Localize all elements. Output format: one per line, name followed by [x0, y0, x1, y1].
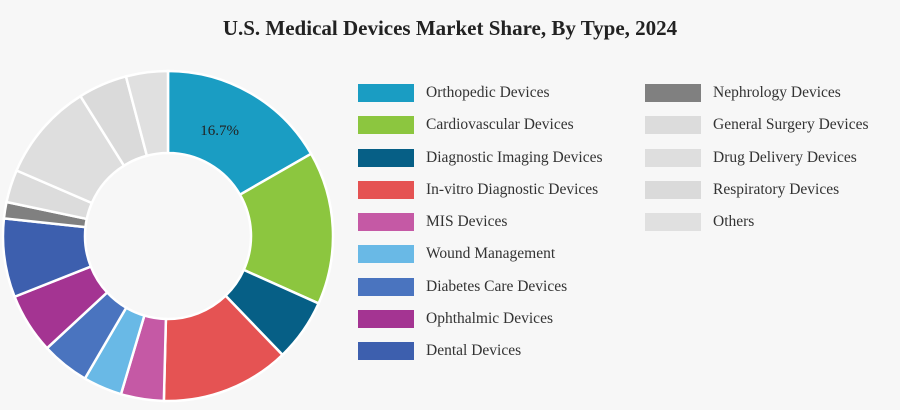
- legend-column-2: Nephrology Devices General Surgery Device…: [645, 82, 869, 243]
- legend-label: In-vitro Diagnostic Devices: [426, 180, 599, 198]
- legend-label: Wound Management: [426, 245, 556, 263]
- legend-swatch: [358, 116, 414, 135]
- legend-label: General Surgery Devices: [713, 116, 869, 134]
- legend-label: Cardiovascular Devices: [426, 116, 574, 134]
- legend-column-1: Orthopedic Devices Cardiovascular Devices…: [358, 82, 602, 373]
- chart-title: U.S. Medical Devices Market Share, By Ty…: [222, 16, 678, 40]
- legend-swatch: [645, 84, 701, 102]
- legend-item-diagnostic-imaging-devices: Diagnostic Imaging Devices: [358, 147, 602, 169]
- legend-item-others: Others: [645, 211, 869, 233]
- legend-item-diabetes-care-devices: Diabetes Care Devices: [358, 276, 602, 298]
- legend-swatch: [358, 180, 414, 199]
- legend-swatch: [358, 245, 414, 264]
- legend-label: Dental Devices: [426, 342, 522, 360]
- legend-swatch: [358, 277, 414, 296]
- legend-item-respiratory-devices: Respiratory Devices: [645, 179, 869, 201]
- legend-item-dental-devices: Dental Devices: [358, 340, 602, 362]
- legend-swatch: [358, 310, 414, 329]
- donut-chart: 16.7%: [1, 69, 335, 403]
- legend-label: Orthopedic Devices: [426, 84, 550, 101]
- legend-item-orthopedic-devices: Orthopedic Devices: [358, 82, 602, 104]
- legend-swatch: [645, 116, 701, 135]
- legend-label: MIS Devices: [426, 213, 508, 231]
- legend-label: Others: [713, 213, 755, 231]
- legend-label: Diagnostic Imaging Devices: [426, 148, 603, 166]
- legend-item-in-vitro-diagnostic-devices: In-vitro Diagnostic Devices: [358, 179, 602, 201]
- legend-item-mis-devices: MIS Devices: [358, 211, 602, 233]
- legend-item-wound-management: Wound Management: [358, 243, 602, 265]
- slice-orthopedic-devices: [166, 69, 313, 197]
- legend-item-cardiovascular-devices: Cardiovascular Devices: [358, 114, 602, 136]
- legend-label: Diabetes Care Devices: [426, 277, 568, 295]
- legend-label: Nephrology Devices: [713, 84, 841, 101]
- legend-item-ophthalmic-devices: Ophthalmic Devices: [358, 308, 602, 330]
- legend-swatch: [645, 180, 701, 199]
- legend-label: Ophthalmic Devices: [426, 310, 553, 328]
- legend-item-drug-delivery-devices: Drug Delivery Devices: [645, 147, 869, 169]
- slice-others: [124, 69, 170, 158]
- data-label-orthopedic-devices: 16.7%: [200, 123, 239, 139]
- legend-swatch: [645, 213, 701, 232]
- legend-label: Respiratory Devices: [713, 180, 840, 198]
- legend-item-general-surgery-devices: General Surgery Devices: [645, 114, 869, 136]
- legend-item-nephrology-devices: Nephrology Devices: [645, 82, 869, 104]
- legend-swatch: [645, 148, 701, 167]
- legend-swatch: [358, 213, 414, 232]
- legend-swatch: [358, 342, 414, 361]
- legend-swatch: [358, 148, 414, 167]
- legend-label: Drug Delivery Devices: [713, 148, 857, 166]
- legend-swatch: [358, 84, 414, 102]
